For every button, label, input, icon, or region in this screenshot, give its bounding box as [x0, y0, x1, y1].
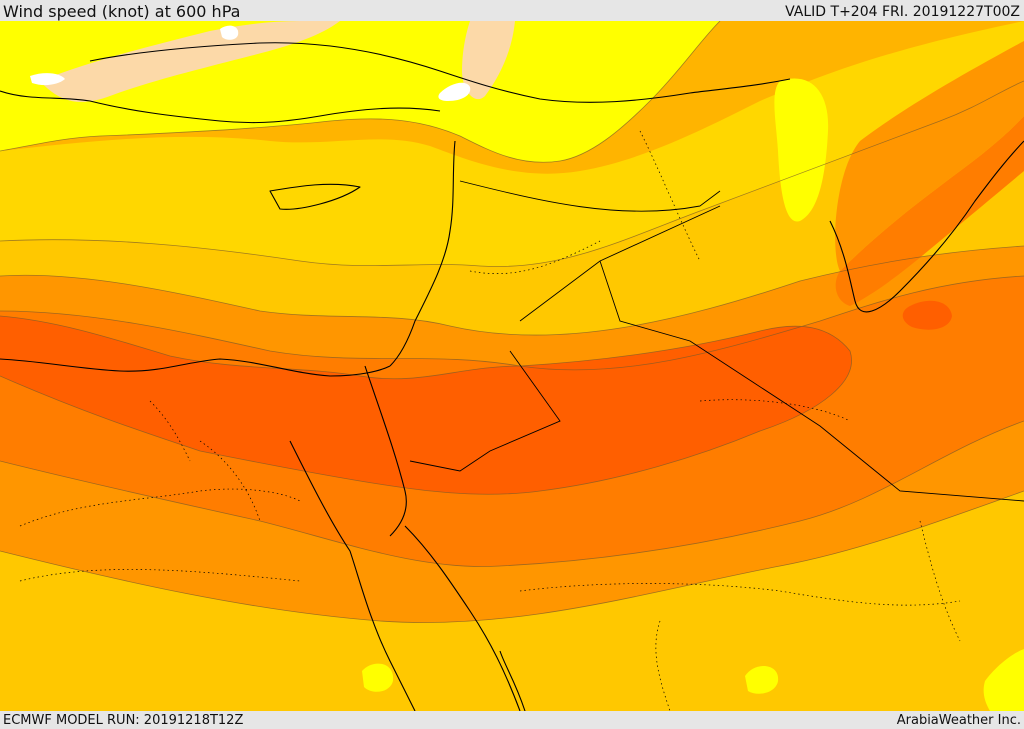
model-run-label: ECMWF MODEL RUN: 20191218T12Z [3, 713, 244, 728]
band-peach [40, 21, 340, 102]
band-orange-ne [835, 41, 1024, 271]
band-yellow-east [774, 78, 829, 222]
band-red-orange-ne [902, 300, 952, 330]
band-light-gold [0, 21, 1024, 267]
band-gold-south [0, 491, 1024, 711]
credit-label: ArabiaWeather Inc. [896, 713, 1021, 728]
wind-speed-map [0, 21, 1024, 711]
caspian-lake [438, 82, 471, 101]
band-red-orange [0, 316, 852, 495]
marmara-sea [30, 73, 65, 86]
band-dark-orange-ne [835, 116, 1024, 306]
band-peach-2 [462, 21, 515, 100]
valid-time-label: VALID T+204 FRI. 20191227T00Z [785, 4, 1020, 20]
band-gold-north [0, 81, 1024, 336]
band-yellow-s2 [362, 663, 394, 692]
map-title: Wind speed (knot) at 600 hPa [3, 2, 241, 21]
band-yellow-se [983, 649, 1024, 711]
band-yellow-s1 [745, 665, 779, 694]
small-lake [220, 25, 239, 40]
